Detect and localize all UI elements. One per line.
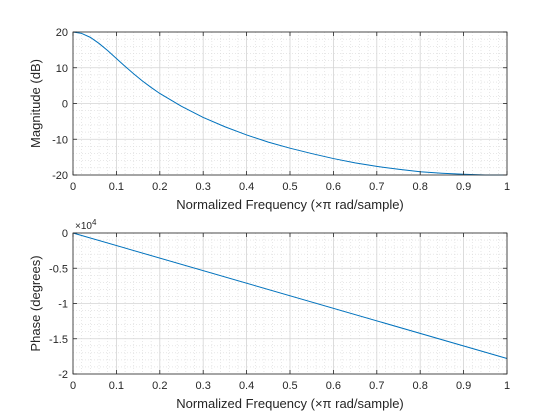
magnitude-xlabel: Normalized Frequency (×π rad/sample)	[176, 197, 404, 212]
magnitude-plot: 0 0.1 0.2 0.3 0.4 0.5 0.6 0.7 0.8 0.9 1 20 10 0 -10 -20…	[28, 27, 510, 212]
magnitude-xtick-label: 0.1	[109, 181, 124, 193]
magnitude-xtick-label: 0.5	[282, 181, 297, 193]
magnitude-xtick-label: 0.9	[456, 181, 471, 193]
phase-series-line	[72, 232, 508, 359]
phase-exponent-power: 4	[92, 218, 97, 227]
phase-xtick-label: 0.7	[369, 380, 384, 392]
magnitude-ytick-label: 0	[62, 99, 68, 111]
phase-xtick-label: 0	[70, 380, 76, 392]
phase-plot: 0 0.1 0.2 0.3 0.4 0.5 0.6 0.7 0.8 0.9 1 0 -0.5 -1 -1.5…	[28, 218, 510, 411]
magnitude-xtick-label: 0.4	[239, 181, 254, 193]
magnitude-xtick-label: 0.7	[369, 181, 384, 193]
phase-ytick-label: 0	[62, 228, 68, 240]
phase-xtick-label: 0.6	[326, 380, 341, 392]
phase-ytick-label: -0.5	[49, 263, 68, 275]
magnitude-ytick-label: 20	[56, 27, 68, 39]
magnitude-xtick-label: 1	[504, 181, 510, 193]
phase-xtick-label: 0.2	[152, 380, 167, 392]
magnitude-ylabel: Magnitude (dB)	[28, 59, 43, 148]
phase-ytick-label: -1.5	[49, 334, 68, 346]
phase-ylabel: Phase (degrees)	[28, 255, 43, 351]
phase-xtick-label: 1	[504, 380, 510, 392]
magnitude-ytick-label: 10	[56, 63, 68, 75]
phase-exponent-label: ×104	[75, 218, 97, 232]
phase-xtick-label: 0.9	[456, 380, 471, 392]
magnitude-xtick-label: 0.8	[413, 181, 428, 193]
magnitude-xtick-label: 0.3	[196, 181, 211, 193]
phase-xtick-label: 0.1	[109, 380, 124, 392]
magnitude-xtick-label: 0.2	[152, 181, 167, 193]
magnitude-ytick-label: -20	[52, 170, 68, 182]
phase-ytick-label: -1	[58, 299, 68, 311]
phase-ytick-label: -2	[58, 369, 68, 381]
phase-xtick-label: 0.8	[413, 380, 428, 392]
magnitude-ytick-label: -10	[52, 134, 68, 146]
magnitude-xtick-label: 0.6	[326, 181, 341, 193]
magnitude-series-line	[72, 31, 507, 176]
phase-xlabel: Normalized Frequency (×π rad/sample)	[176, 396, 404, 411]
phase-xtick-label: 0.4	[239, 380, 254, 392]
phase-xtick-label: 0.3	[196, 380, 211, 392]
phase-xtick-label: 0.5	[282, 380, 297, 392]
magnitude-xtick-label: 0	[70, 181, 76, 193]
